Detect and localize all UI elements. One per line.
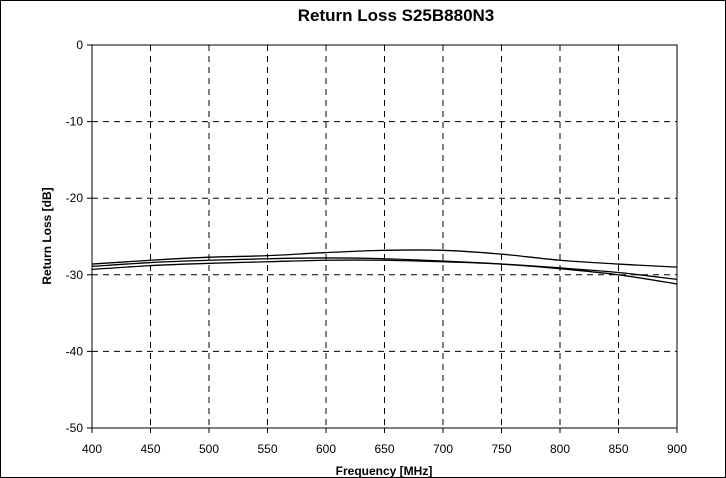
x-tick-label: 800 <box>550 442 570 456</box>
series-line-2 <box>91 257 678 285</box>
chart-title: Return Loss S25B880N3 <box>298 6 495 25</box>
y-tick-label: -20 <box>66 191 84 205</box>
x-tick-label: 700 <box>433 442 453 456</box>
data-series <box>91 249 678 285</box>
x-axis-title: Frequency [MHz] <box>336 464 433 477</box>
grid-lines <box>92 45 677 428</box>
x-tick-label: 500 <box>199 442 219 456</box>
x-tick-label: 550 <box>257 442 277 456</box>
y-tick-label: -40 <box>66 344 84 358</box>
series-line-3 <box>91 259 678 281</box>
y-axis-title: Return Loss [dB] <box>40 187 54 284</box>
x-tick-label: 750 <box>491 442 511 456</box>
x-tick-label: 650 <box>374 442 394 456</box>
x-tick-label: 450 <box>140 442 160 456</box>
series-line-1 <box>91 249 678 268</box>
x-axis-ticks: 400 450 500 550 600 650 700 750 800 850 900 <box>82 428 687 456</box>
x-tick-label: 400 <box>82 442 102 456</box>
x-tick-label: 600 <box>316 442 336 456</box>
y-tick-label: -10 <box>66 115 84 129</box>
y-tick-label: -50 <box>66 421 84 435</box>
x-tick-label: 900 <box>667 442 687 456</box>
y-axis-ticks: 0 -10 -20 -30 -40 -50 <box>66 38 92 435</box>
y-tick-label: 0 <box>76 38 83 52</box>
y-tick-label: -30 <box>66 268 84 282</box>
x-tick-label: 850 <box>608 442 628 456</box>
